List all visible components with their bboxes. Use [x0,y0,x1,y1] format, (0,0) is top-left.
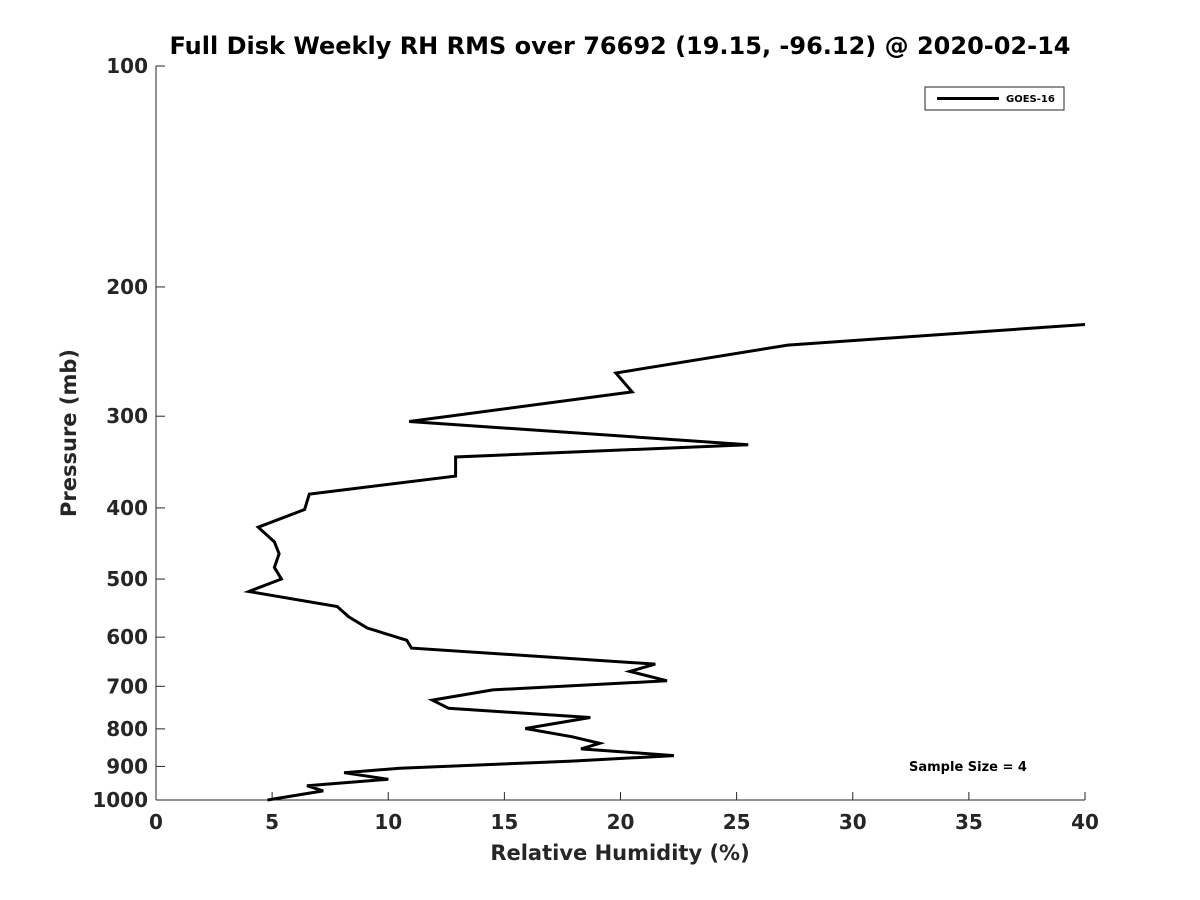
x-axis-ticks: 0 5 10 15 20 25 30 35 40 [149,792,1099,834]
x-axis-label: Relative Humidity (%) [490,841,749,865]
axes [155,66,1085,801]
y-tick-label: 300 [106,404,148,428]
series-line-goes16 [243,323,1086,802]
x-tick-label: 35 [955,810,983,834]
sample-size-annotation: Sample Size = 4 [909,760,1027,775]
legend: GOES-16 [924,86,1065,111]
y-tick-label: 1000 [92,788,148,812]
series-group [243,323,1086,802]
x-tick-label: 0 [149,810,163,834]
y-tick-label: 500 [106,567,148,591]
y-tick-label: 700 [106,674,148,698]
y-tick-label: 600 [106,625,148,649]
y-tick-label: 100 [106,54,148,78]
x-tick-label: 10 [374,810,402,834]
x-tick-label: 15 [490,810,518,834]
y-axis-ticks: 100 200 300 400 500 600 700 800 900 1000 [92,54,165,812]
y-tick-label: 900 [106,754,148,778]
x-tick-label: 30 [839,810,867,834]
x-tick-label: 40 [1071,810,1099,834]
x-tick-label: 25 [723,810,751,834]
chart-title: Full Disk Weekly RH RMS over 76692 (19.1… [169,32,1070,60]
legend-label-goes16: GOES-16 [1006,94,1055,105]
y-tick-label: 200 [106,275,148,299]
x-tick-label: 20 [607,810,635,834]
x-tick-label: 5 [265,810,279,834]
y-axis-label: Pressure (mb) [57,349,81,517]
y-tick-label: 400 [106,496,148,520]
y-tick-label: 800 [106,717,148,741]
